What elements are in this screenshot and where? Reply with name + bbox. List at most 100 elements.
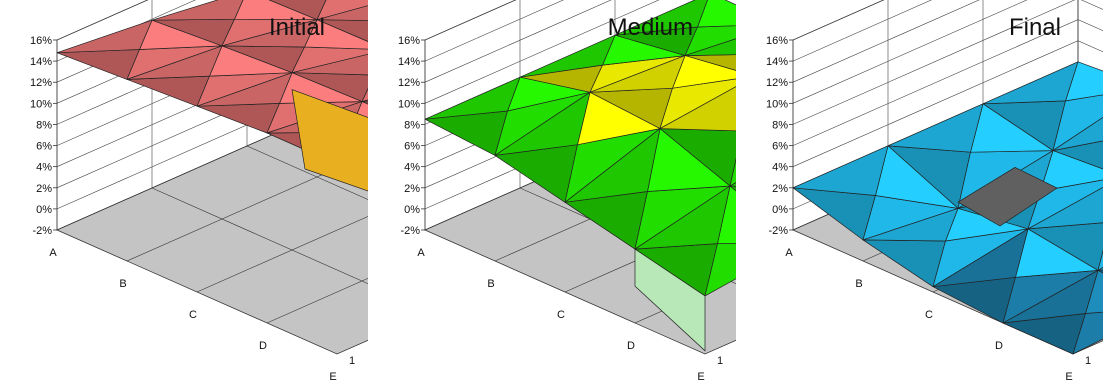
surface (424, 0, 736, 352)
surface-facet (729, 182, 736, 187)
z-tick-label: 12% (398, 77, 420, 89)
z-tick-label: 8% (404, 119, 420, 131)
surface-facet (932, 228, 1029, 288)
z-tick-label: 2% (772, 183, 788, 195)
y-axis: 1234 (717, 355, 723, 367)
x-tick-label: C (925, 309, 933, 321)
x-tick-label: B (855, 278, 862, 290)
surface-facet (1027, 186, 1103, 230)
y-tick-label: 1 (717, 355, 723, 367)
z-tick-label: 14% (398, 56, 420, 68)
chart-panel-final: 16% 14% 12% 10% 8% 6% 4% 2% 0% -2% A B C D E 1234 Final (736, 0, 1103, 391)
surface-facet (589, 55, 686, 93)
surface-facet (887, 103, 984, 153)
z-tick-label: 10% (766, 98, 788, 110)
y-tick-label: 1 (349, 355, 355, 367)
z-tick-label: 14% (766, 56, 788, 68)
floor-gridline (246, 145, 368, 200)
y-axis: 1234 (349, 355, 355, 367)
surface-facet (634, 185, 731, 250)
surface-facet (729, 158, 736, 187)
z-tick-label: 0% (404, 204, 420, 216)
z-tick-label: -2% (400, 225, 420, 237)
surface-facet (519, 34, 616, 78)
x-tick-label: D (259, 340, 267, 352)
surface-facet (982, 61, 1079, 105)
x-tick-label: C (189, 309, 197, 321)
y-axis: 1234 (1085, 355, 1091, 367)
x-tick-label: D (627, 340, 635, 352)
z-tick-label: 8% (772, 119, 788, 131)
x-axis: A B C D E (49, 247, 336, 383)
surface-underside (634, 248, 706, 352)
z-axis: 16% 14% 12% 10% 8% 6% 4% 2% 0% -2% (766, 35, 793, 237)
surface-facet (1097, 266, 1103, 271)
z-tick-label: 16% (766, 35, 788, 47)
z-tick-label: 16% (30, 35, 52, 47)
x-tick-label: E (697, 371, 704, 383)
x-tick-label: A (49, 247, 57, 259)
z-tick-label: 14% (30, 56, 52, 68)
z-tick-label: 6% (36, 141, 52, 153)
surface-facet (564, 128, 661, 203)
z-tick-label: 10% (398, 98, 420, 110)
z-axis: 16% 14% 12% 10% 8% 6% 4% 2% 0% -2% (30, 35, 57, 237)
surface-facet (1097, 249, 1103, 271)
z-tick-label: 10% (30, 98, 52, 110)
surface-facet (221, 19, 318, 48)
floor-gridline (196, 216, 368, 293)
x-tick-label: B (487, 278, 494, 290)
surface-facet (1052, 116, 1103, 151)
z-axis: 16% 14% 12% 10% 8% 6% 4% 2% 0% -2% (398, 35, 425, 237)
chart-initial: 16% 14% 12% 10% 8% 6% 4% 2% 0% -2% A B C D E 1234 Initia… (30, 0, 368, 383)
chart-title: Initial (269, 14, 325, 41)
z-tick-label: -2% (32, 225, 52, 237)
surface-facet (126, 45, 223, 80)
z-tick-label: 2% (404, 183, 420, 195)
surface-facet (56, 19, 153, 54)
surface-facet (792, 145, 889, 196)
z-tick-label: -2% (768, 225, 788, 237)
floor-gridline (266, 278, 368, 324)
surface-facet (614, 0, 708, 36)
chart-final: 16% 14% 12% 10% 8% 6% 4% 2% 0% -2% A B C D E 1234 Final (766, 0, 1103, 383)
z-tick-label: 4% (36, 162, 52, 174)
x-tick-label: E (329, 371, 336, 383)
chart-title: Final (1009, 14, 1061, 41)
surface-facet (424, 76, 521, 120)
surface-underside (957, 167, 1058, 227)
chart-panel-initial: 16% 14% 12% 10% 8% 6% 4% 2% 0% -2% A B C D E 1234 Initia… (0, 0, 368, 391)
z-tick-label: 4% (772, 162, 788, 174)
chart-medium: 16% 14% 12% 10% 8% 6% 4% 2% 0% -2% A B C D E 1234 Medium (398, 0, 736, 383)
z-tick-label: 6% (404, 141, 420, 153)
x-axis: A B C D E (417, 247, 704, 383)
z-tick-label: 6% (772, 141, 788, 153)
z-tick-label: 12% (30, 77, 52, 89)
x-axis: A B C D E (785, 247, 1072, 383)
z-tick-label: 8% (36, 119, 52, 131)
surface-underside (291, 89, 368, 192)
x-tick-label: E (1065, 371, 1072, 383)
z-tick-label: 4% (404, 162, 420, 174)
z-tick-label: 2% (36, 183, 52, 195)
floor-gridline (151, 187, 368, 284)
surface-facet (361, 99, 368, 103)
surface-facet (704, 243, 736, 297)
x-tick-label: A (785, 247, 793, 259)
x-tick-label: C (557, 309, 565, 321)
surface-facet (151, 0, 244, 21)
surface-facet (862, 208, 959, 242)
z-tick-label: 12% (766, 77, 788, 89)
surface-facet (196, 72, 293, 107)
surface-facet (291, 53, 368, 76)
surface-facet (1072, 311, 1103, 355)
surface-facet (361, 88, 368, 102)
surface-facet (316, 5, 368, 21)
surface-facet (659, 86, 736, 132)
y-tick-label: 1 (1085, 355, 1091, 367)
z-tick-label: 16% (398, 35, 420, 47)
chart-title: Medium (608, 14, 693, 41)
x-tick-label: D (995, 340, 1003, 352)
surface-facet (684, 38, 736, 56)
surface (56, 0, 368, 192)
